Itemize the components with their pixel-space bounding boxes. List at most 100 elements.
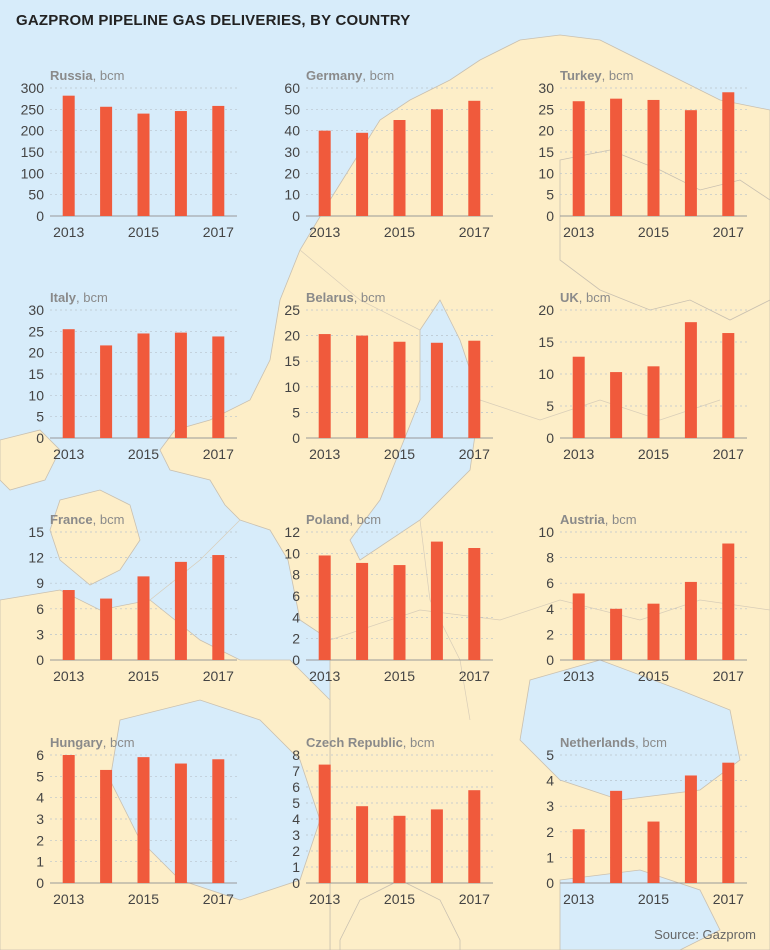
chart-netherlands: Netherlands, bcm 0 1 2 3 4 5 2013 2015 2017: [546, 735, 747, 907]
bar-france-2014: [100, 598, 113, 660]
y-tick-label: 0: [36, 875, 44, 891]
page-title: GAZPROM PIPELINE GAS DELIVERIES, BY COUN…: [16, 12, 411, 29]
bar-italy-2017: [212, 336, 225, 438]
x-tick-label: 2015: [128, 668, 159, 684]
bar-germany-2013: [318, 130, 331, 216]
y-tick-label: 4: [546, 601, 554, 617]
bar-germany-2017: [468, 100, 481, 216]
bar-germany-2015: [393, 120, 406, 216]
y-tick-label: 10: [28, 387, 44, 403]
bar-czech-republic-2016: [430, 809, 443, 883]
y-tick-label: 9: [36, 575, 44, 591]
chart-title-uk: UK, bcm: [560, 290, 611, 305]
y-tick-label: 20: [28, 345, 44, 361]
bar-poland-2016: [430, 541, 443, 660]
bar-austria-2013: [572, 593, 585, 660]
bar-turkey-2013: [572, 101, 585, 216]
x-tick-label: 2013: [563, 668, 594, 684]
y-tick-label: 25: [538, 101, 554, 117]
y-tick-label: 8: [546, 550, 554, 566]
bar-hungary-2016: [174, 763, 187, 883]
x-tick-label: 2013: [563, 446, 594, 462]
bar-poland-2017: [468, 548, 481, 660]
bar-turkey-2016: [684, 110, 697, 216]
chart-title-italy: Italy, bcm: [50, 290, 108, 305]
y-tick-label: 0: [36, 208, 44, 224]
bar-austria-2014: [610, 608, 623, 660]
y-tick-label: 30: [284, 144, 300, 160]
y-tick-label: 10: [284, 187, 300, 203]
bar-austria-2016: [684, 581, 697, 660]
y-tick-label: 0: [36, 652, 44, 668]
chart-france: France, bcm 0 3 6 9 12 15 2013 2015 2017: [28, 512, 237, 684]
x-tick-label: 2013: [309, 668, 340, 684]
y-tick-label: 1: [36, 854, 44, 870]
bar-france-2016: [174, 561, 187, 660]
y-tick-label: 5: [36, 768, 44, 784]
x-tick-label: 2013: [53, 668, 84, 684]
x-tick-label: 2015: [384, 446, 415, 462]
bar-belarus-2014: [356, 335, 369, 438]
y-tick-label: 2: [292, 631, 300, 647]
bar-italy-2016: [174, 332, 187, 438]
bar-netherlands-2016: [684, 775, 697, 883]
y-tick-label: 1: [546, 849, 554, 865]
bar-russia-2015: [137, 113, 150, 216]
y-tick-label: 60: [284, 80, 300, 96]
y-tick-label: 4: [292, 811, 300, 827]
chart-poland: Poland, bcm 0 2 4 6 8 10 12 2013 2015 2017: [284, 512, 493, 684]
y-tick-label: 0: [546, 430, 554, 446]
y-tick-label: 20: [284, 165, 300, 181]
y-tick-label: 2: [546, 824, 554, 840]
chart-hungary: Hungary, bcm 0 1 2 3 4 5 6 2013 2015 2017: [36, 735, 237, 907]
bar-russia-2014: [100, 106, 113, 216]
bar-hungary-2013: [62, 755, 75, 883]
y-tick-label: 150: [21, 144, 45, 160]
chart-germany: Germany, bcm 0 10 20 30 40 50 60 2013 2015 2017: [284, 68, 493, 240]
bar-poland-2014: [356, 562, 369, 660]
bar-uk-2013: [572, 356, 585, 438]
y-tick-label: 100: [21, 165, 45, 181]
bar-czech-republic-2013: [318, 764, 331, 883]
x-tick-label: 2017: [459, 668, 490, 684]
bar-france-2017: [212, 555, 225, 660]
y-tick-label: 15: [28, 366, 44, 382]
bar-russia-2013: [62, 95, 75, 216]
y-tick-label: 4: [36, 790, 44, 806]
chart-title-russia: Russia, bcm: [50, 68, 124, 83]
bar-netherlands-2013: [572, 829, 585, 883]
y-tick-label: 2: [546, 626, 554, 642]
y-tick-label: 1: [292, 859, 300, 875]
y-tick-label: 15: [538, 144, 554, 160]
bar-netherlands-2017: [722, 762, 735, 883]
y-tick-label: 0: [546, 652, 554, 668]
x-tick-label: 2015: [638, 668, 669, 684]
bar-czech-republic-2015: [393, 815, 406, 883]
bar-hungary-2015: [137, 757, 150, 883]
chart-italy: Italy, bcm 0 5 10 15 20 25 30 2013 2015 2017: [28, 290, 237, 462]
bar-germany-2016: [430, 109, 443, 216]
bar-italy-2015: [137, 333, 150, 438]
y-tick-label: 0: [292, 875, 300, 891]
x-tick-label: 2015: [384, 891, 415, 907]
y-tick-label: 12: [28, 550, 44, 566]
y-tick-label: 40: [284, 123, 300, 139]
y-tick-label: 300: [21, 80, 45, 96]
x-tick-label: 2015: [128, 224, 159, 240]
bar-uk-2014: [610, 372, 623, 438]
bar-uk-2016: [684, 322, 697, 438]
y-tick-label: 6: [292, 779, 300, 795]
y-tick-label: 3: [36, 811, 44, 827]
chart-title-czech-republic: Czech Republic, bcm: [306, 735, 435, 750]
y-tick-label: 4: [292, 609, 300, 625]
y-tick-label: 12: [284, 524, 300, 540]
bar-turkey-2014: [610, 98, 623, 216]
y-tick-label: 0: [546, 875, 554, 891]
y-tick-label: 2: [292, 843, 300, 859]
chart-title-turkey: Turkey, bcm: [560, 68, 633, 83]
x-tick-label: 2013: [309, 891, 340, 907]
x-tick-label: 2013: [563, 224, 594, 240]
y-tick-label: 10: [284, 545, 300, 561]
x-tick-label: 2017: [203, 446, 234, 462]
